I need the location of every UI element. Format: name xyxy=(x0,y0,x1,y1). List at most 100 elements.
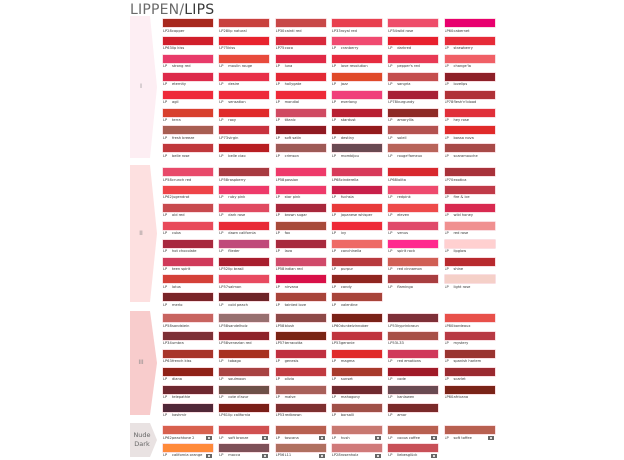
shade-name: dark rose xyxy=(228,213,246,218)
product-code: LP xyxy=(219,100,224,105)
color-swatch xyxy=(163,367,213,376)
nude-badge-icon xyxy=(206,436,212,440)
product-code: LP xyxy=(275,377,280,382)
shade-name: cocoa coffee xyxy=(397,435,420,440)
product-code: LP xyxy=(388,359,393,364)
swatch-caption: LP hey rose xyxy=(445,118,495,122)
shade-name: soft bronze xyxy=(228,435,249,440)
swatch-caption: LP60africana xyxy=(445,395,495,399)
swatch-caption: LP mondial xyxy=(276,100,326,104)
color-swatch xyxy=(219,72,270,81)
swatch-caption: LP28rosenholz xyxy=(332,453,382,457)
color-swatch xyxy=(331,108,382,117)
shade-name: light rose xyxy=(453,284,471,289)
product-code: LP75 xyxy=(275,46,285,51)
color-swatch xyxy=(388,331,439,340)
shade-name: red cinnamon xyxy=(397,267,422,271)
shade-name: hey rose xyxy=(453,118,469,122)
color-swatch xyxy=(275,185,326,194)
shade-name: lolita xyxy=(397,177,406,182)
shade-name: olivia xyxy=(284,377,295,382)
product-code: LP58 xyxy=(219,341,229,346)
color-swatch xyxy=(331,126,382,135)
product-code: LP58 xyxy=(219,177,229,182)
swatch-caption: LP strawberry xyxy=(445,46,495,50)
swatch-caption: LP lipglow xyxy=(445,249,495,253)
product-code: LP xyxy=(388,118,393,122)
color-swatch xyxy=(444,239,495,248)
shade-name: exotica xyxy=(453,177,467,182)
swatch-caption: LP mahagony xyxy=(332,395,382,399)
color-swatch xyxy=(163,331,213,340)
shade-name: redpink xyxy=(397,195,411,200)
color-swatch xyxy=(388,19,439,27)
color-swatch xyxy=(163,426,213,434)
shade-name: cold peach xyxy=(228,302,248,307)
shade-name: lava xyxy=(284,249,293,254)
color-swatch xyxy=(219,257,270,266)
color-swatch xyxy=(163,443,213,452)
product-code: LP xyxy=(219,118,224,122)
shade-name: stardust xyxy=(340,118,356,122)
color-swatch xyxy=(331,144,382,153)
product-code: LP xyxy=(444,46,449,51)
swatch-caption: LP33royal red xyxy=(332,29,382,33)
color-swatch xyxy=(219,108,270,117)
product-code: LP53 xyxy=(388,323,397,328)
swatch-caption: LP58sandstein xyxy=(163,324,213,328)
swatch-caption: LP soft satin xyxy=(276,136,326,140)
shade-name: scarlet xyxy=(453,377,466,382)
product-code: LP xyxy=(331,135,337,140)
product-code: LP52 xyxy=(219,267,229,271)
shade-name: eternity xyxy=(172,82,187,87)
color-swatch xyxy=(444,367,495,376)
product-code: LP xyxy=(388,284,393,289)
color-swatch xyxy=(444,19,495,27)
swatch-caption: LP terra xyxy=(163,118,213,122)
product-code: LP75 xyxy=(219,46,229,51)
swatch-caption: LP candy xyxy=(332,285,382,289)
product-code: LP xyxy=(331,395,337,400)
color-swatch xyxy=(331,443,382,452)
color-swatch xyxy=(275,144,326,153)
product-code: LP xyxy=(275,213,280,218)
shade-name: sensation xyxy=(228,100,246,105)
swatch-caption: LP flieder xyxy=(219,249,269,253)
shade-name: valentine xyxy=(340,302,358,307)
shade-name: venezian red xyxy=(228,341,252,346)
product-code: LP63 xyxy=(163,359,172,364)
product-code: LP xyxy=(163,302,168,307)
product-code: LP xyxy=(163,64,168,69)
shade-name: merlo xyxy=(172,302,183,307)
shade-name: flesh'n'blood xyxy=(453,100,477,105)
shade-name: hot chocolate xyxy=(172,249,197,254)
color-swatch xyxy=(275,403,326,412)
color-swatch xyxy=(163,54,213,63)
product-code: LP xyxy=(331,413,337,417)
nude-badge-icon xyxy=(318,436,325,440)
swatch-caption: LP75coco xyxy=(276,46,326,50)
shade-name: lipglow xyxy=(453,249,467,254)
shade-name: tobago xyxy=(228,359,241,364)
swatch-caption: LP wild honey xyxy=(445,213,495,217)
product-code: LP xyxy=(331,231,337,236)
shade-name: kyprinbraun xyxy=(397,323,419,328)
swatch-caption: LP lotus xyxy=(163,285,213,289)
section-iii: III xyxy=(130,311,157,415)
color-swatch xyxy=(275,108,326,117)
color-swatch xyxy=(163,90,213,99)
product-code: LP58 xyxy=(163,177,172,182)
shade-name: strawberry xyxy=(453,46,473,51)
swatch-caption: LP34wild rose xyxy=(388,29,438,33)
product-code: LP xyxy=(275,195,280,200)
shade-name: spanish harlem xyxy=(453,359,482,364)
shade-name: terra xyxy=(172,118,181,122)
shade-name: moulin rouge xyxy=(228,64,253,69)
shade-name: lip natural xyxy=(228,28,247,33)
shade-name: luna xyxy=(284,64,293,69)
swatch-caption: LP shine xyxy=(445,267,495,271)
product-code: LP xyxy=(163,395,168,400)
color-swatch xyxy=(388,72,439,81)
swatch-caption: LP nirvana xyxy=(276,285,326,289)
swatch-caption: LP crimson xyxy=(276,154,326,158)
